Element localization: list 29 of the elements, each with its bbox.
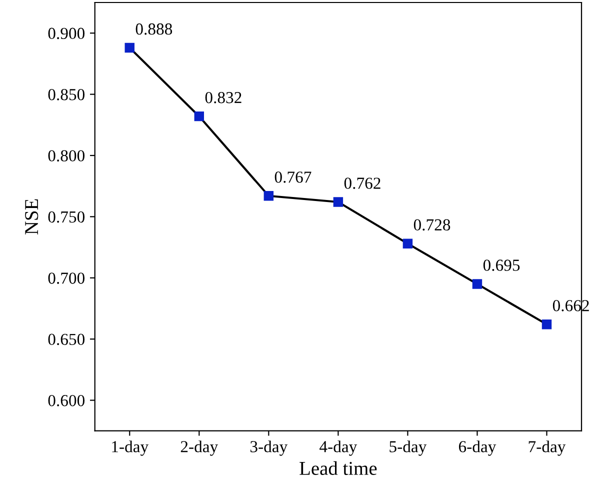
x-tick-label: 7-day <box>528 440 566 456</box>
y-tick-label: 0.600 <box>48 394 85 406</box>
data-label: 0.767 <box>274 172 312 183</box>
point <box>333 197 344 207</box>
x-tick-label: 5-day <box>390 440 427 456</box>
point <box>402 238 413 248</box>
y-tick-label: 0.750 <box>48 211 85 223</box>
point <box>194 111 204 122</box>
x-tick-label: 2-day <box>180 440 218 456</box>
y-tick-label: 0.900 <box>48 28 85 40</box>
point <box>124 42 134 53</box>
x-tick-label: 4-day <box>320 440 358 456</box>
data-label: 0.728 <box>414 219 450 231</box>
data-label: 0.888 <box>136 23 172 35</box>
y-tick-label: 0.850 <box>48 88 85 100</box>
y-tick-label: 0.700 <box>48 272 85 284</box>
data-label: 0.832 <box>205 92 242 104</box>
x-tick-label: 1-day <box>112 440 149 456</box>
point <box>472 279 482 289</box>
x-tick-label: 6-day <box>458 440 496 456</box>
x-axis-title: Lead time <box>300 461 377 475</box>
y-axis-title: NSE <box>25 199 38 234</box>
y-tick-label: 0.650 <box>48 334 85 346</box>
y-tick-label: 0.800 <box>48 150 85 162</box>
data-label: 0.695 <box>483 260 520 271</box>
point <box>264 191 274 201</box>
x-tick-label: 3-day <box>250 440 288 456</box>
point <box>542 320 552 330</box>
data-label: 0.762 <box>344 178 380 189</box>
